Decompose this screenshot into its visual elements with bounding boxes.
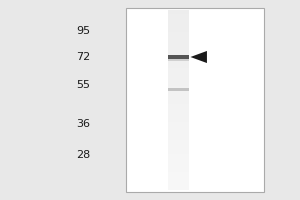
Bar [168,186,189,190]
Bar [168,42,189,46]
Bar [168,55,189,59]
Bar [168,147,189,150]
Bar [168,118,189,122]
Text: 72: 72 [76,52,90,62]
Bar [168,140,189,143]
Bar [168,104,189,107]
Bar [168,24,189,28]
Bar [168,10,189,14]
Bar [168,161,189,165]
Bar [168,21,189,24]
Bar [168,35,189,39]
Bar [168,17,189,21]
Bar [168,107,189,111]
Bar [168,111,189,114]
Bar [168,114,189,118]
Text: 36: 36 [76,119,90,129]
Text: 28: 28 [76,150,90,160]
Bar [126,8,264,192]
Bar [168,125,189,129]
Bar [168,28,189,32]
Bar [168,172,189,176]
Bar [168,154,189,158]
Bar [168,100,189,104]
Bar [168,71,189,75]
Bar [168,183,189,186]
Bar [168,46,189,50]
Bar [168,88,189,91]
Bar [168,96,189,100]
Bar [168,93,189,96]
Bar [168,132,189,136]
Bar [168,176,189,179]
Bar [168,86,189,89]
Bar [168,64,189,68]
Bar [168,60,189,64]
Bar [168,75,189,78]
Bar [168,150,189,154]
Bar [168,14,189,17]
Bar [168,122,189,125]
Bar [168,136,189,140]
Bar [168,50,189,53]
Bar [168,82,189,86]
Bar [168,129,189,132]
Bar [168,59,189,61]
Bar [168,179,189,183]
Bar [168,39,189,42]
Bar [168,168,189,172]
Polygon shape [190,51,207,63]
Bar [168,165,189,168]
Bar [168,53,189,57]
Bar [168,57,189,60]
Bar [168,10,189,190]
Bar [168,68,189,71]
Bar [168,143,189,147]
Bar [168,158,189,161]
Text: 95: 95 [76,26,90,36]
Text: 55: 55 [76,80,90,90]
Bar [168,32,189,35]
Bar [168,89,189,93]
Bar [168,78,189,82]
